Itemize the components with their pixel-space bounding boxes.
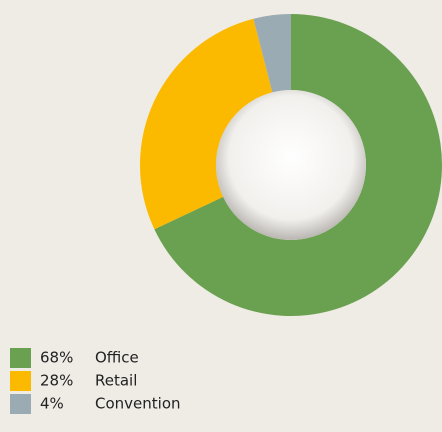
donut-slice xyxy=(253,14,291,93)
donut-hole xyxy=(216,90,366,240)
legend-swatch xyxy=(10,394,31,414)
legend-value: 68% xyxy=(40,349,73,367)
legend-value: 4% xyxy=(40,395,64,413)
legend-label: Office xyxy=(95,349,139,367)
legend-label: Convention xyxy=(95,395,181,413)
legend-value: 28% xyxy=(40,372,73,390)
legend-label: Retail xyxy=(95,372,137,390)
donut-slice xyxy=(139,18,273,230)
legend-swatch xyxy=(10,348,31,368)
donut-slice xyxy=(154,14,442,316)
legend-swatch xyxy=(10,371,31,391)
